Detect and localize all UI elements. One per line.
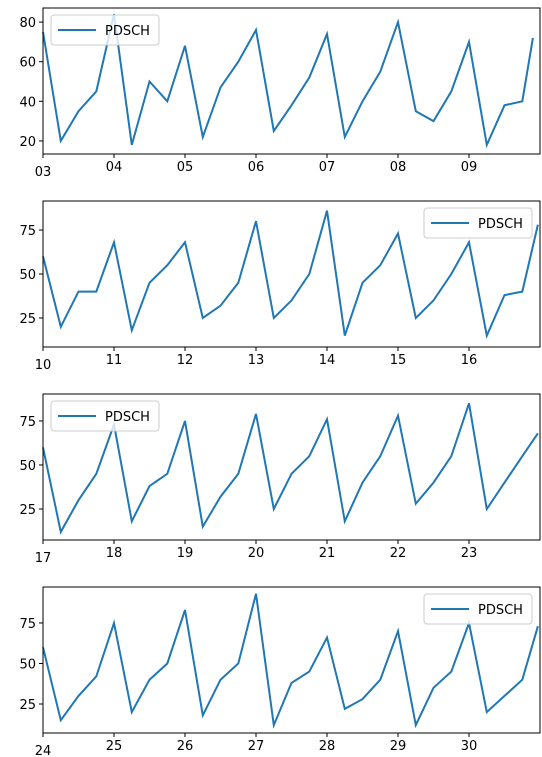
axes-frame <box>42 586 541 734</box>
x-tick-label: 04 <box>106 160 123 175</box>
legend-label: PDSCH <box>478 603 523 618</box>
x-tick-label: 28 <box>319 739 336 754</box>
x-tick-label: 11 <box>106 353 123 368</box>
x-tick-label: 25 <box>106 739 123 754</box>
x-tick-label: 17 <box>35 551 52 566</box>
y-tick-label: 40 <box>19 95 36 110</box>
y-tick-label: 75 <box>19 224 36 239</box>
x-tick-label: 22 <box>390 546 407 561</box>
x-tick-label: 10 <box>35 358 52 373</box>
x-tick-label: 27 <box>248 739 265 754</box>
y-tick-label: 60 <box>19 56 36 71</box>
axes-frame <box>42 7 541 155</box>
y-tick-label: 50 <box>19 459 36 474</box>
legend-box <box>423 207 533 239</box>
x-tick-label: 19 <box>177 546 194 561</box>
legend-box <box>50 14 160 46</box>
x-tick-label: 03 <box>35 165 52 180</box>
x-tick-label: 14 <box>319 353 336 368</box>
x-tick-label: 12 <box>177 353 194 368</box>
x-tick-label: 29 <box>390 739 407 754</box>
legend-box <box>423 593 533 625</box>
legend-label: PDSCH <box>478 217 523 232</box>
x-tick-label: 15 <box>390 353 407 368</box>
y-tick-label: 25 <box>19 312 36 327</box>
y-tick-label: 75 <box>19 415 36 430</box>
data-line <box>42 402 539 535</box>
x-tick-label: 21 <box>319 546 336 561</box>
axes-frame <box>42 393 541 541</box>
x-tick-label: 30 <box>461 739 478 754</box>
x-tick-label: 18 <box>106 546 123 561</box>
x-tick-label: 26 <box>177 739 194 754</box>
x-tick-label: 16 <box>461 353 478 368</box>
y-tick-label: 50 <box>19 657 36 672</box>
x-tick-label: 20 <box>248 546 265 561</box>
x-tick-label: 08 <box>390 160 407 175</box>
y-tick-label: 50 <box>19 268 36 283</box>
y-tick-label: 25 <box>19 503 36 518</box>
y-tick-label: 20 <box>19 135 36 150</box>
x-tick-label: 07 <box>319 160 336 175</box>
data-line <box>42 210 539 339</box>
x-tick-label: 09 <box>461 160 478 175</box>
x-tick-label: 06 <box>248 160 265 175</box>
x-tick-label: 13 <box>248 353 265 368</box>
y-tick-label: 75 <box>19 617 36 632</box>
axes-frame <box>42 200 541 348</box>
legend-box <box>50 400 160 432</box>
data-line <box>42 593 539 729</box>
data-line <box>42 13 534 149</box>
legend-label: PDSCH <box>105 24 150 39</box>
legend-label: PDSCH <box>105 410 150 425</box>
y-tick-label: 80 <box>19 16 36 31</box>
x-tick-label: 23 <box>461 546 478 561</box>
y-tick-label: 25 <box>19 698 36 713</box>
x-tick-label: 24 <box>35 744 52 757</box>
x-tick-label: 05 <box>177 160 194 175</box>
